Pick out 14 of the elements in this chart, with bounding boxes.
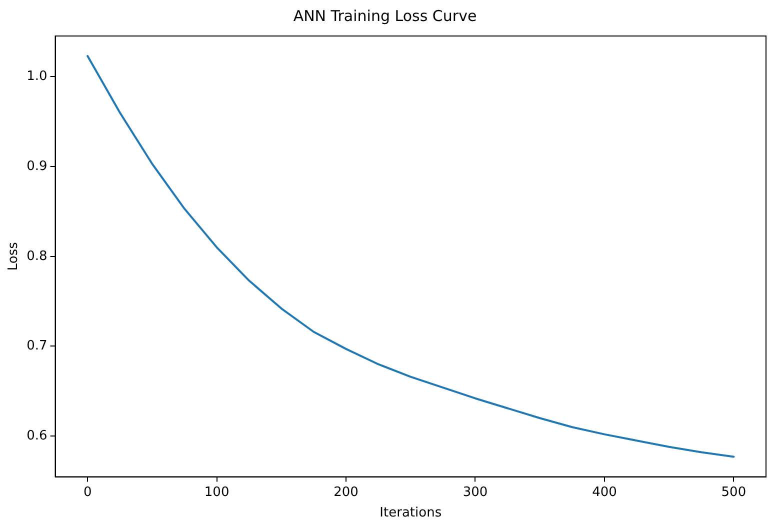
y-tick-label: 1.0	[26, 69, 48, 84]
y-axis-title: Loss	[6, 242, 22, 271]
x-tick-label: 200	[334, 484, 358, 500]
x-tick-label: 300	[462, 484, 488, 500]
x-tick-label: 0	[83, 484, 92, 500]
y-tick-label: 0.7	[26, 338, 48, 354]
x-axis-title: Iterations	[380, 506, 442, 521]
x-tick-label: 100	[204, 484, 230, 500]
x-tick-label: 400	[592, 484, 617, 500]
y-tick-label: 0.8	[26, 248, 48, 264]
x-tick-label: 500	[721, 484, 746, 500]
chart-title: ANN Training Loss Curve	[293, 6, 477, 25]
y-tick-label: 0.9	[26, 158, 48, 174]
y-tick-label: 0.6	[26, 428, 48, 444]
